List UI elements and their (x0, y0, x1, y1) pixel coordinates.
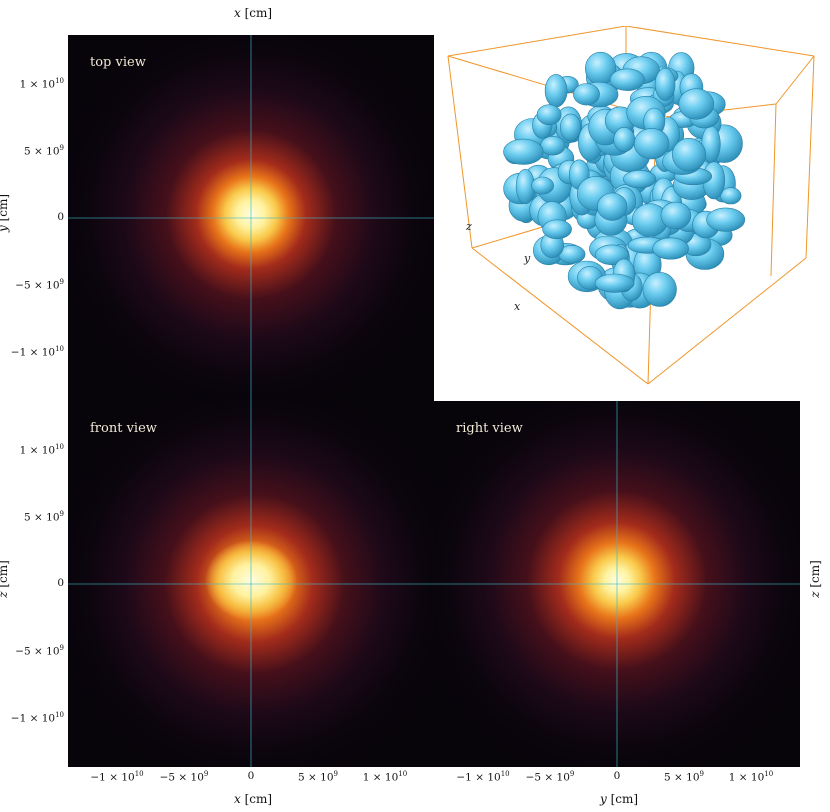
x-tick-label: 5 × 109 (664, 770, 704, 784)
box-edges (447, 26, 815, 385)
bubble (503, 138, 544, 165)
bubble (660, 201, 692, 230)
y-tick-label: −5 × 109 (15, 278, 64, 292)
bubble (573, 83, 600, 106)
bubble (594, 273, 635, 293)
x-tick-label: 5 × 109 (298, 770, 338, 784)
front-view-panel: front view (68, 401, 434, 767)
y-tick-label: −5 × 109 (15, 644, 64, 658)
crosshair (68, 35, 434, 401)
bottom-left-x-axis-title: x [cm] (234, 792, 273, 806)
y-tick-label: 5 × 109 (24, 510, 64, 524)
bubble (706, 207, 746, 232)
bubble (623, 170, 657, 189)
x-tick-label: −5 × 109 (525, 770, 575, 784)
y-tick-label: 0 (57, 211, 64, 223)
bubble-cluster (503, 51, 746, 310)
bubble (613, 127, 635, 153)
x-tick-label: 1 × 1010 (728, 770, 774, 784)
top-x-axis-title: x [cm] (234, 6, 273, 20)
y-tick-label: −1 × 1010 (10, 345, 64, 359)
bubble (633, 128, 670, 160)
bubble (536, 104, 562, 125)
bubble (642, 271, 677, 307)
right-y-axis-title: z [cm] (807, 560, 822, 598)
bubble (540, 135, 566, 156)
front-view-label: front view (90, 421, 157, 436)
y-tick-label: 5 × 109 (24, 144, 64, 158)
x-tick-label: 0 (613, 770, 621, 782)
bubble (544, 74, 568, 108)
y-tick-label: 1 × 1010 (19, 443, 64, 457)
box-axis-y: y (523, 252, 531, 265)
right-view-panel: right view (434, 401, 800, 767)
bubble (560, 113, 582, 142)
bottom-right-x-axis-title: y [cm] (600, 792, 639, 806)
right-view-label: right view (456, 421, 523, 436)
x-tick-label: 0 (247, 770, 255, 782)
box-axis-z: z (465, 220, 472, 233)
bubble (652, 237, 689, 260)
bubble (542, 219, 572, 240)
y-tick-label: 0 (57, 577, 64, 589)
y-tick-label: 1 × 1010 (19, 77, 64, 91)
x-tick-label: −1 × 1010 (90, 770, 144, 784)
x-tick-label: −5 × 109 (159, 770, 209, 784)
top-view-label: top view (90, 55, 146, 70)
isosurface-3d-box: z y x (447, 26, 815, 385)
bubble (597, 192, 628, 221)
bubble (531, 176, 554, 195)
top-view-panel: top view (68, 35, 434, 401)
bubble (654, 67, 676, 101)
x-tick-label: −1 × 1010 (456, 770, 510, 784)
crosshair (68, 401, 434, 767)
bubble (678, 88, 715, 120)
box-axis-x: x (514, 300, 521, 313)
bubble (609, 68, 645, 91)
x-tick-label: 1 × 1010 (362, 770, 408, 784)
crosshair (434, 401, 800, 767)
bubble (672, 137, 707, 172)
y-tick-label: −1 × 1010 (10, 711, 64, 725)
